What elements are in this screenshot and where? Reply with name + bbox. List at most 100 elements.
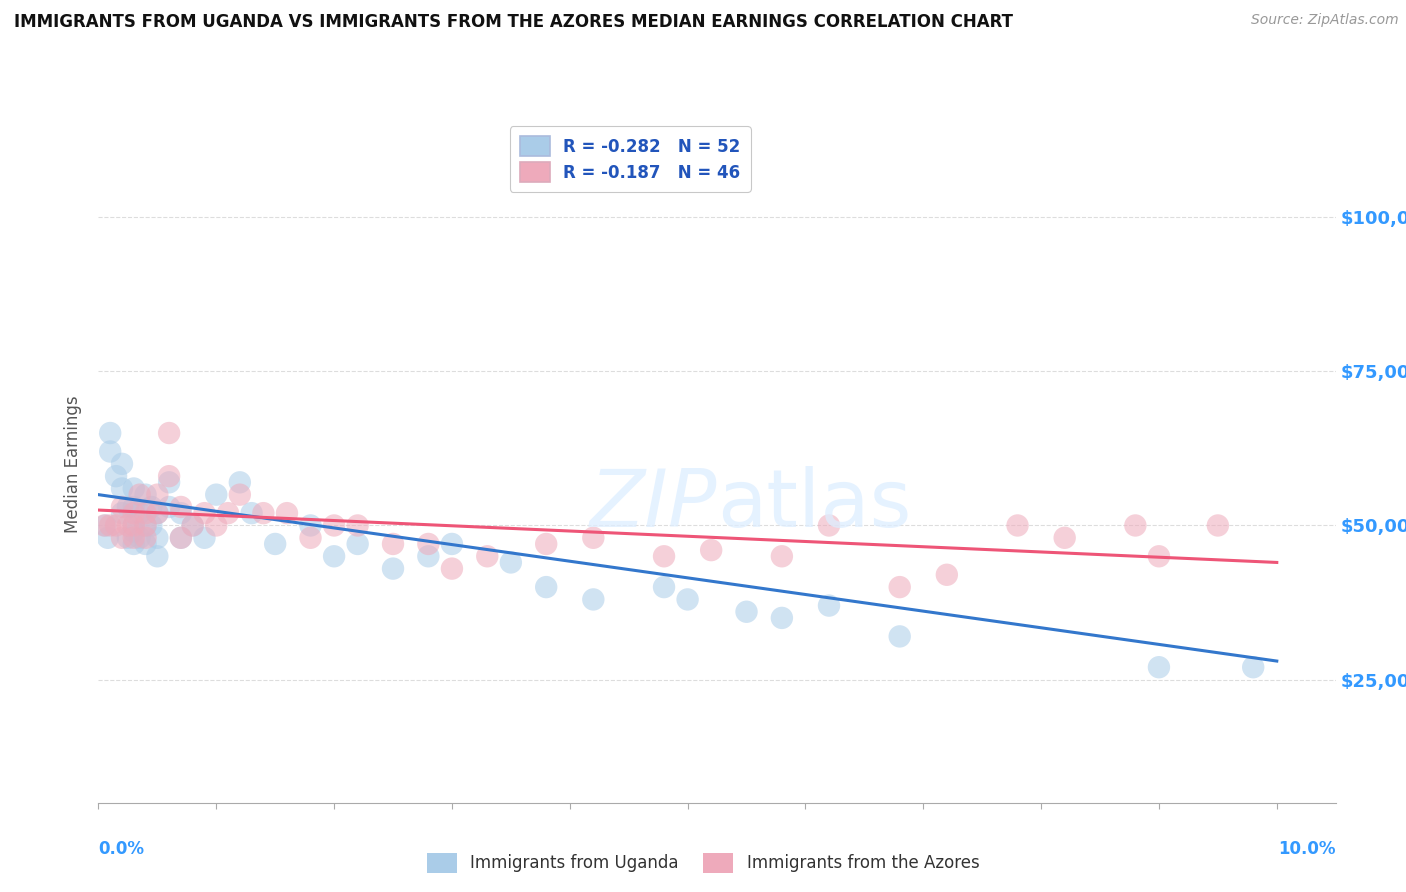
- Point: [418, 549, 440, 564]
- Point: [676, 592, 699, 607]
- Point: [122, 482, 145, 496]
- Point: [157, 469, 180, 483]
- Point: [105, 469, 128, 483]
- Point: [935, 567, 957, 582]
- Point: [735, 605, 758, 619]
- Point: [141, 500, 163, 514]
- Point: [135, 531, 157, 545]
- Point: [146, 506, 169, 520]
- Point: [440, 561, 463, 575]
- Point: [146, 488, 169, 502]
- Point: [117, 500, 139, 514]
- Point: [252, 506, 274, 520]
- Point: [1147, 660, 1170, 674]
- Point: [98, 425, 121, 440]
- Point: [135, 518, 157, 533]
- Point: [122, 500, 145, 514]
- Point: [652, 580, 675, 594]
- Legend: Immigrants from Uganda, Immigrants from the Azores: Immigrants from Uganda, Immigrants from …: [420, 847, 986, 880]
- Point: [193, 506, 215, 520]
- Point: [323, 518, 346, 533]
- Text: atlas: atlas: [717, 466, 911, 543]
- Text: Source: ZipAtlas.com: Source: ZipAtlas.com: [1251, 13, 1399, 28]
- Point: [122, 531, 145, 545]
- Point: [97, 531, 120, 545]
- Point: [111, 482, 134, 496]
- Point: [440, 537, 463, 551]
- Point: [111, 531, 134, 545]
- Point: [157, 475, 180, 490]
- Point: [111, 506, 134, 520]
- Point: [128, 488, 150, 502]
- Point: [582, 531, 605, 545]
- Point: [117, 518, 139, 533]
- Point: [105, 518, 128, 533]
- Point: [499, 556, 522, 570]
- Point: [818, 599, 841, 613]
- Point: [582, 592, 605, 607]
- Text: 0.0%: 0.0%: [98, 840, 145, 858]
- Point: [122, 506, 145, 520]
- Point: [181, 518, 204, 533]
- Point: [93, 518, 115, 533]
- Point: [135, 537, 157, 551]
- Point: [193, 531, 215, 545]
- Point: [1007, 518, 1029, 533]
- Point: [170, 531, 193, 545]
- Point: [122, 524, 145, 539]
- Point: [217, 506, 239, 520]
- Point: [534, 580, 557, 594]
- Point: [346, 518, 368, 533]
- Point: [135, 488, 157, 502]
- Point: [700, 543, 723, 558]
- Point: [382, 537, 405, 551]
- Point: [181, 518, 204, 533]
- Point: [170, 506, 193, 520]
- Point: [141, 518, 163, 533]
- Point: [889, 629, 911, 643]
- Point: [205, 488, 228, 502]
- Point: [299, 518, 322, 533]
- Point: [229, 488, 252, 502]
- Point: [418, 537, 440, 551]
- Point: [299, 531, 322, 545]
- Point: [770, 549, 793, 564]
- Point: [346, 537, 368, 551]
- Point: [264, 537, 287, 551]
- Y-axis label: Median Earnings: Median Earnings: [65, 395, 83, 533]
- Point: [98, 518, 121, 533]
- Point: [276, 506, 298, 520]
- Point: [122, 518, 145, 533]
- Point: [1053, 531, 1076, 545]
- Point: [94, 518, 117, 533]
- Point: [117, 531, 139, 545]
- Point: [170, 531, 193, 545]
- Point: [98, 444, 121, 458]
- Text: 10.0%: 10.0%: [1278, 840, 1336, 858]
- Legend: R = -0.282   N = 52, R = -0.187   N = 46: R = -0.282 N = 52, R = -0.187 N = 46: [510, 127, 751, 192]
- Point: [240, 506, 263, 520]
- Point: [135, 506, 157, 520]
- Point: [128, 531, 150, 545]
- Point: [157, 500, 180, 514]
- Point: [122, 518, 145, 533]
- Point: [889, 580, 911, 594]
- Point: [111, 457, 134, 471]
- Text: IMMIGRANTS FROM UGANDA VS IMMIGRANTS FROM THE AZORES MEDIAN EARNINGS CORRELATION: IMMIGRANTS FROM UGANDA VS IMMIGRANTS FRO…: [14, 13, 1014, 31]
- Point: [146, 549, 169, 564]
- Point: [1125, 518, 1147, 533]
- Point: [122, 537, 145, 551]
- Point: [146, 506, 169, 520]
- Point: [323, 549, 346, 564]
- Point: [146, 531, 169, 545]
- Point: [157, 425, 180, 440]
- Point: [111, 500, 134, 514]
- Point: [477, 549, 499, 564]
- Point: [382, 561, 405, 575]
- Point: [205, 518, 228, 533]
- Point: [818, 518, 841, 533]
- Point: [770, 611, 793, 625]
- Point: [170, 500, 193, 514]
- Point: [1147, 549, 1170, 564]
- Point: [128, 506, 150, 520]
